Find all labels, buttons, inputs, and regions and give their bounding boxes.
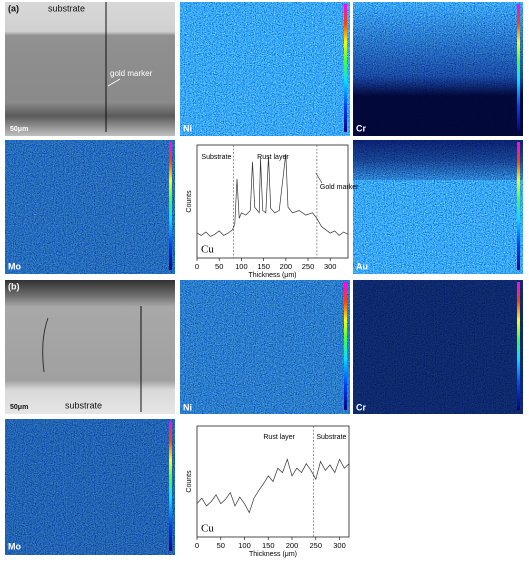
x-tick-label: 250 bbox=[309, 541, 322, 550]
plot-frame bbox=[196, 144, 349, 259]
x-axis-label: Thickness (μm) bbox=[249, 551, 297, 558]
y-axis-label: Counts bbox=[186, 190, 193, 213]
x-tick-label: 200 bbox=[286, 541, 299, 550]
element-label: Ni bbox=[183, 123, 192, 133]
annotation: Rust layer bbox=[257, 154, 289, 161]
x-tick-label: 200 bbox=[280, 262, 293, 271]
map-cr-a: Cr bbox=[353, 2, 523, 136]
element-label: Cu bbox=[201, 523, 214, 535]
y-axis-label: Counts bbox=[186, 470, 193, 493]
line-series bbox=[196, 458, 350, 514]
x-tick-label: 100 bbox=[238, 541, 251, 550]
map-ni-b: Ni bbox=[180, 280, 350, 414]
map-ni-a: Ni bbox=[180, 2, 350, 136]
x-axis-label: Thickness (μm) bbox=[249, 272, 297, 279]
sem-image-a: (a) substrate gold marker 50μm bbox=[5, 2, 175, 136]
x-tick-label: 300 bbox=[333, 541, 346, 550]
element-label: Mo bbox=[8, 261, 21, 271]
x-tick-label: 50 bbox=[215, 262, 223, 271]
annotation: Substrate bbox=[316, 434, 346, 441]
scale-label: 50μm bbox=[10, 126, 28, 133]
x-tick-label: 0 bbox=[195, 262, 199, 271]
plot-frame bbox=[196, 425, 350, 538]
panel-tag: (b) bbox=[8, 281, 20, 291]
map-mo-a: Mo bbox=[5, 140, 175, 274]
sem-label: substrate bbox=[48, 3, 85, 13]
x-tick-label: 150 bbox=[257, 262, 270, 271]
sem-label: substrate bbox=[65, 400, 102, 410]
element-label: Ni bbox=[183, 402, 192, 412]
map-au-a: Au bbox=[353, 140, 523, 274]
line-series bbox=[196, 153, 349, 237]
x-tick-label: 250 bbox=[302, 262, 315, 271]
scale-label: 50μm bbox=[10, 404, 28, 411]
x-tick-label: 0 bbox=[195, 541, 199, 550]
x-tick-label: 300 bbox=[324, 262, 337, 271]
element-label: Cr bbox=[356, 402, 366, 412]
sem-image-b: (b) substrate 50μm bbox=[5, 280, 175, 414]
map-cr-b: Cr bbox=[353, 280, 523, 414]
element-label: Mo bbox=[8, 541, 21, 551]
annotation: Gold marker bbox=[320, 184, 359, 191]
annotation-arrow bbox=[315, 172, 323, 184]
sem-label: gold marker bbox=[110, 69, 153, 78]
element-label: Au bbox=[356, 261, 368, 271]
map-mo-b: Mo bbox=[5, 419, 175, 555]
annotation: Rust layer bbox=[263, 434, 295, 441]
x-tick-label: 100 bbox=[235, 262, 248, 271]
element-label: Cu bbox=[201, 244, 214, 256]
annotation: Substrate bbox=[201, 154, 231, 161]
x-tick-label: 50 bbox=[217, 541, 225, 550]
element-label: Cr bbox=[356, 123, 366, 133]
panel-tag: (a) bbox=[8, 3, 19, 13]
chart-frame-1 bbox=[180, 140, 350, 274]
x-tick-label: 150 bbox=[262, 541, 275, 550]
